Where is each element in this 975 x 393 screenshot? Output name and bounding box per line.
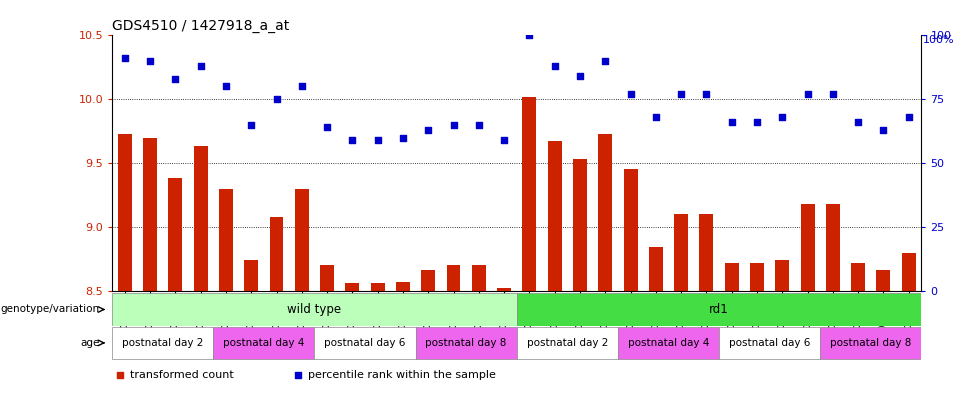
Point [269,96,285,102]
Point [395,134,410,141]
Point [193,63,209,69]
Bar [902,252,916,291]
Bar [415,327,517,359]
Point [876,127,891,133]
Point [218,83,234,90]
Point [800,91,815,97]
Bar [720,327,820,359]
Point [901,114,916,120]
Point [344,137,360,143]
Point [547,63,563,69]
Bar [800,204,814,291]
Point [648,114,664,120]
Bar [497,288,511,291]
Text: rd1: rd1 [709,303,729,316]
Bar [820,327,921,359]
Point [699,91,715,97]
Text: 100%: 100% [923,35,955,45]
Text: genotype/variation: genotype/variation [1,305,100,314]
Bar [877,270,890,291]
Point [294,83,310,90]
Bar [699,214,714,291]
Bar [112,327,214,359]
Bar [214,327,314,359]
Point [825,91,840,97]
Point [319,124,334,130]
Point [749,119,764,125]
Point [774,114,790,120]
Bar [370,283,384,291]
Bar [345,283,360,291]
Bar [421,270,435,291]
Point [244,121,259,128]
Text: postnatal day 2: postnatal day 2 [122,338,204,348]
Point [582,247,598,253]
Bar [599,134,612,291]
Point [850,119,866,125]
Bar [472,265,486,291]
Text: postnatal day 4: postnatal day 4 [628,338,709,348]
Text: transformed count: transformed count [130,370,234,380]
Point [471,121,487,128]
Point [446,121,461,128]
Bar [775,260,789,291]
Bar [269,217,284,291]
Bar [826,204,839,291]
Point [420,127,436,133]
Text: postnatal day 6: postnatal day 6 [729,338,810,348]
Bar [112,294,517,325]
Bar [320,265,334,291]
Point [370,137,385,143]
Point [674,91,689,97]
Bar [143,138,157,291]
Text: age: age [81,338,100,348]
Bar [618,327,720,359]
Bar [517,294,921,325]
Point [572,73,588,79]
Text: postnatal day 4: postnatal day 4 [223,338,304,348]
Bar [523,97,536,291]
Point [723,119,739,125]
Point [142,58,158,64]
Bar [649,248,663,291]
Point [117,55,133,61]
Bar [573,159,587,291]
Bar [447,265,460,291]
Bar [169,178,182,291]
Point [168,75,183,82]
Bar [294,189,309,291]
Bar [674,214,688,291]
Bar [517,327,618,359]
Point [496,137,512,143]
Text: postnatal day 2: postnatal day 2 [526,338,608,348]
Text: wild type: wild type [288,303,341,316]
Bar [118,134,132,291]
Bar [750,263,764,291]
Bar [245,260,258,291]
Text: postnatal day 8: postnatal day 8 [830,338,912,348]
Bar [624,169,638,291]
Text: postnatal day 8: postnatal day 8 [425,338,507,348]
Point [623,91,639,97]
Bar [851,263,865,291]
Bar [548,141,562,291]
Text: GDS4510 / 1427918_a_at: GDS4510 / 1427918_a_at [112,19,290,33]
Text: postnatal day 6: postnatal day 6 [325,338,406,348]
Bar [396,282,410,291]
Point [598,58,613,64]
Bar [314,327,415,359]
Point [522,32,537,39]
Bar [724,263,739,291]
Text: percentile rank within the sample: percentile rank within the sample [308,370,496,380]
Bar [219,189,233,291]
Bar [194,147,208,291]
